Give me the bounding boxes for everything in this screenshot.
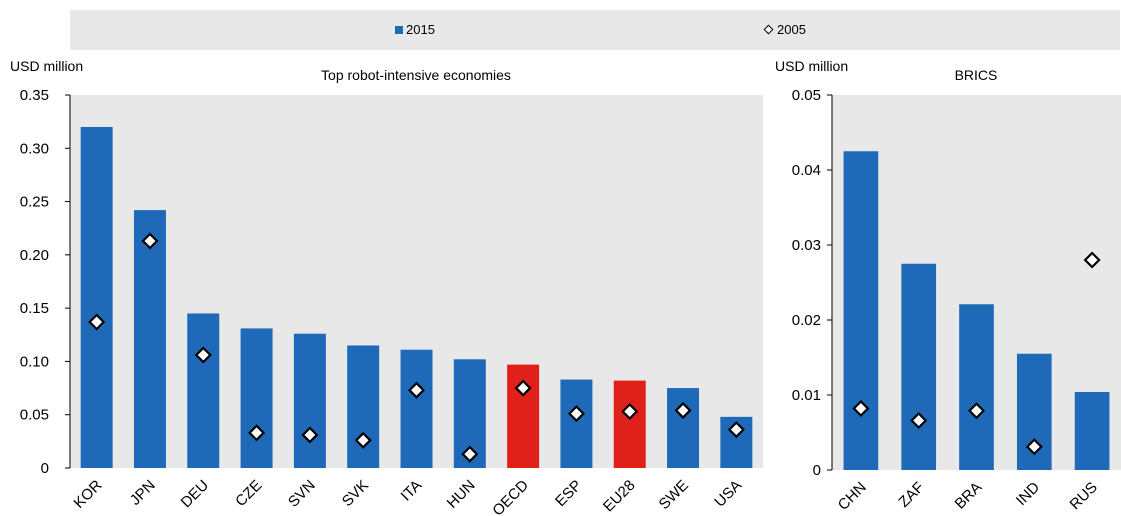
chart-title-1: Top robot-intensive economies <box>321 67 511 83</box>
x-tick-label-ind: IND <box>1013 479 1043 509</box>
legend-item-2005: 2005 <box>763 22 806 37</box>
marker-ita <box>407 381 426 399</box>
x-tick-label-svn: SVN <box>285 477 319 511</box>
y-tick-label: 0.04 <box>792 162 821 179</box>
x-tick-label-esp: ESP <box>552 477 585 510</box>
legend: 2015 2005 <box>70 10 1120 50</box>
marker-esp <box>567 405 585 423</box>
bar-deu <box>187 313 220 468</box>
bar-eu28 <box>613 380 646 468</box>
marker-ind <box>1025 438 1043 456</box>
legend-label-2015: 2015 <box>406 22 435 37</box>
marker-deu <box>194 346 212 364</box>
legend-swatch-bar <box>395 25 403 34</box>
y-tick-label: 0.35 <box>20 87 49 104</box>
marker-svn <box>301 426 319 444</box>
x-tick-label-zaf: ZAF <box>895 479 927 511</box>
bar-cze <box>240 328 273 468</box>
marker-bra <box>967 402 986 420</box>
bar-kor <box>80 126 113 468</box>
marker-usa <box>727 421 745 439</box>
bar-rus <box>1074 392 1110 470</box>
marker-cze <box>248 424 266 442</box>
x-tick-label-deu: DEU <box>178 477 212 511</box>
bar-esp <box>560 379 593 468</box>
y-axis-label-2: USD million <box>775 58 848 74</box>
marker-jpn <box>141 232 159 250</box>
y-tick-label: 0.25 <box>20 194 49 211</box>
y-tick-label: 0.02 <box>792 312 821 329</box>
y-tick-label: 0.03 <box>792 237 821 254</box>
bar-ita <box>400 349 433 468</box>
x-tick-label-usa: USA <box>711 477 745 511</box>
marker-oecd <box>514 379 532 397</box>
x-tick-label-swe: SWE <box>656 477 692 513</box>
marker-kor <box>88 313 106 331</box>
chart-title-2: BRICS <box>955 67 998 83</box>
y-tick-label: 0.30 <box>20 140 49 157</box>
y-tick-label: 0.15 <box>20 300 49 317</box>
marker-eu28 <box>621 402 639 421</box>
marker-hun <box>461 445 479 463</box>
marker-rus <box>1083 251 1101 269</box>
legend-label-2005: 2005 <box>777 22 806 37</box>
x-tick-label-rus: RUS <box>1067 479 1101 513</box>
marker-swe <box>674 401 692 420</box>
y-tick-label: 0.10 <box>20 353 49 370</box>
x-tick-label-cze: CZE <box>232 477 265 510</box>
bar-bra <box>959 304 994 470</box>
marker-zaf <box>910 411 928 430</box>
x-tick-label-ita: ITA <box>398 477 426 505</box>
y-tick-label: 0.05 <box>792 87 821 104</box>
y-tick-label: 0 <box>813 462 821 479</box>
y-tick-label: 0.01 <box>792 387 821 404</box>
x-tick-label-eu28: EU28 <box>600 477 639 516</box>
x-tick-label-kor: KOR <box>70 477 105 512</box>
x-tick-label-chn: CHN <box>835 479 870 514</box>
x-tick-label-hun: HUN <box>444 477 479 512</box>
bar-zaf <box>901 263 937 470</box>
x-tick-label-bra: BRA <box>951 479 985 513</box>
bar-chn <box>843 151 879 470</box>
y-tick-label: 0 <box>41 460 49 477</box>
x-tick-label-jpn: JPN <box>127 477 159 509</box>
bar-swe <box>667 388 700 468</box>
y-tick-label: 0.05 <box>20 407 49 424</box>
y-axis-label-1: USD million <box>10 58 83 74</box>
marker-chn <box>852 399 870 418</box>
bar-svk <box>347 345 380 468</box>
marker-svk <box>354 431 372 449</box>
bar-jpn <box>133 210 166 468</box>
bar-svn <box>293 333 326 468</box>
y-tick-label: 0.20 <box>20 247 49 264</box>
legend-item-2015: 2015 <box>395 22 435 37</box>
x-tick-label-svk: SVK <box>339 477 372 510</box>
x-tick-label-oecd: OECD <box>489 477 532 516</box>
